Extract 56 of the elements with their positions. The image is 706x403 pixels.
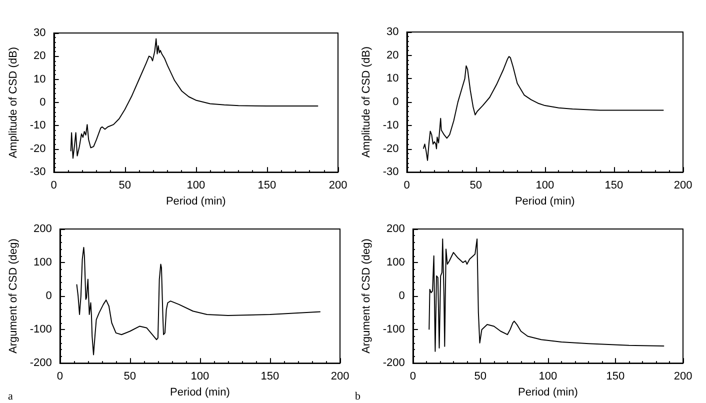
- text: a: [8, 390, 13, 402]
- x-tick-label: 150: [260, 370, 280, 383]
- line-series: [76, 246, 321, 356]
- y-tick-label: 0: [392, 96, 399, 108]
- y-tick-label: -100: [30, 324, 52, 336]
- x-tick-label: 0: [410, 370, 416, 383]
- x-tick-label: 100: [538, 370, 558, 383]
- x-tick-label: 50: [118, 180, 131, 192]
- y-tick-label: 20: [386, 49, 399, 62]
- text: b: [355, 390, 361, 402]
- y-tick-label: -30: [30, 166, 46, 178]
- y-tick-label: -100: [382, 324, 405, 336]
- y-tick-label: -200: [30, 357, 52, 370]
- line-series: [428, 238, 665, 352]
- y-tick-label: -20: [30, 142, 46, 155]
- y-tick-label: 10: [386, 72, 399, 85]
- line-series: [422, 56, 664, 161]
- x-tick-label: 50: [124, 370, 136, 383]
- y-tick-label: -200: [382, 357, 405, 370]
- y-tick-label: 30: [34, 27, 46, 39]
- y-axis-title: Amplitude of CSD (dB): [8, 46, 20, 158]
- y-tick-label: 200: [34, 223, 52, 235]
- y-tick-label: -10: [30, 120, 46, 132]
- line-series: [70, 38, 319, 159]
- x-tick-label: 0: [56, 370, 63, 383]
- x-tick-label: 150: [606, 370, 625, 383]
- y-axis-title: Amplitude of CSD (dB): [360, 46, 372, 158]
- y-axis-title: Argument of CSD (deg): [8, 238, 20, 354]
- x-axis-title: Period (min): [170, 386, 230, 398]
- y-tick-label: 0: [398, 290, 405, 302]
- x-axis-title: Period (min): [518, 386, 578, 398]
- x-tick-label: 150: [258, 180, 276, 192]
- y-tick-label: 100: [386, 256, 405, 269]
- y-tick-label: 30: [386, 26, 399, 38]
- y-tick-label: 0: [46, 290, 52, 302]
- y-tick-label: 20: [34, 50, 46, 62]
- x-tick-label: 200: [328, 180, 348, 192]
- x-tick-label: 100: [190, 370, 210, 383]
- y-tick-label: 0: [40, 96, 46, 109]
- x-tick-label: 200: [674, 370, 692, 383]
- x-axis-title: Period (min): [514, 196, 575, 208]
- x-tick-label: 100: [186, 180, 206, 192]
- y-tick-label: -20: [382, 142, 399, 155]
- x-tick-label: 50: [470, 180, 482, 192]
- y-tick-label: -30: [382, 166, 399, 178]
- x-tick-label: 150: [604, 180, 624, 192]
- x-tick-label: 200: [674, 180, 692, 192]
- x-tick-label: 50: [474, 370, 487, 383]
- x-tick-label: 100: [536, 180, 554, 192]
- y-axis-title: Argument of CSD (deg): [360, 238, 372, 354]
- x-axis-title: Period (min): [166, 196, 226, 208]
- x-tick-label: 200: [330, 370, 350, 383]
- y-tick-label: 10: [34, 73, 46, 86]
- y-tick-label: 100: [34, 256, 52, 269]
- y-tick-label: 200: [386, 223, 405, 235]
- y-tick-label: -10: [382, 119, 399, 132]
